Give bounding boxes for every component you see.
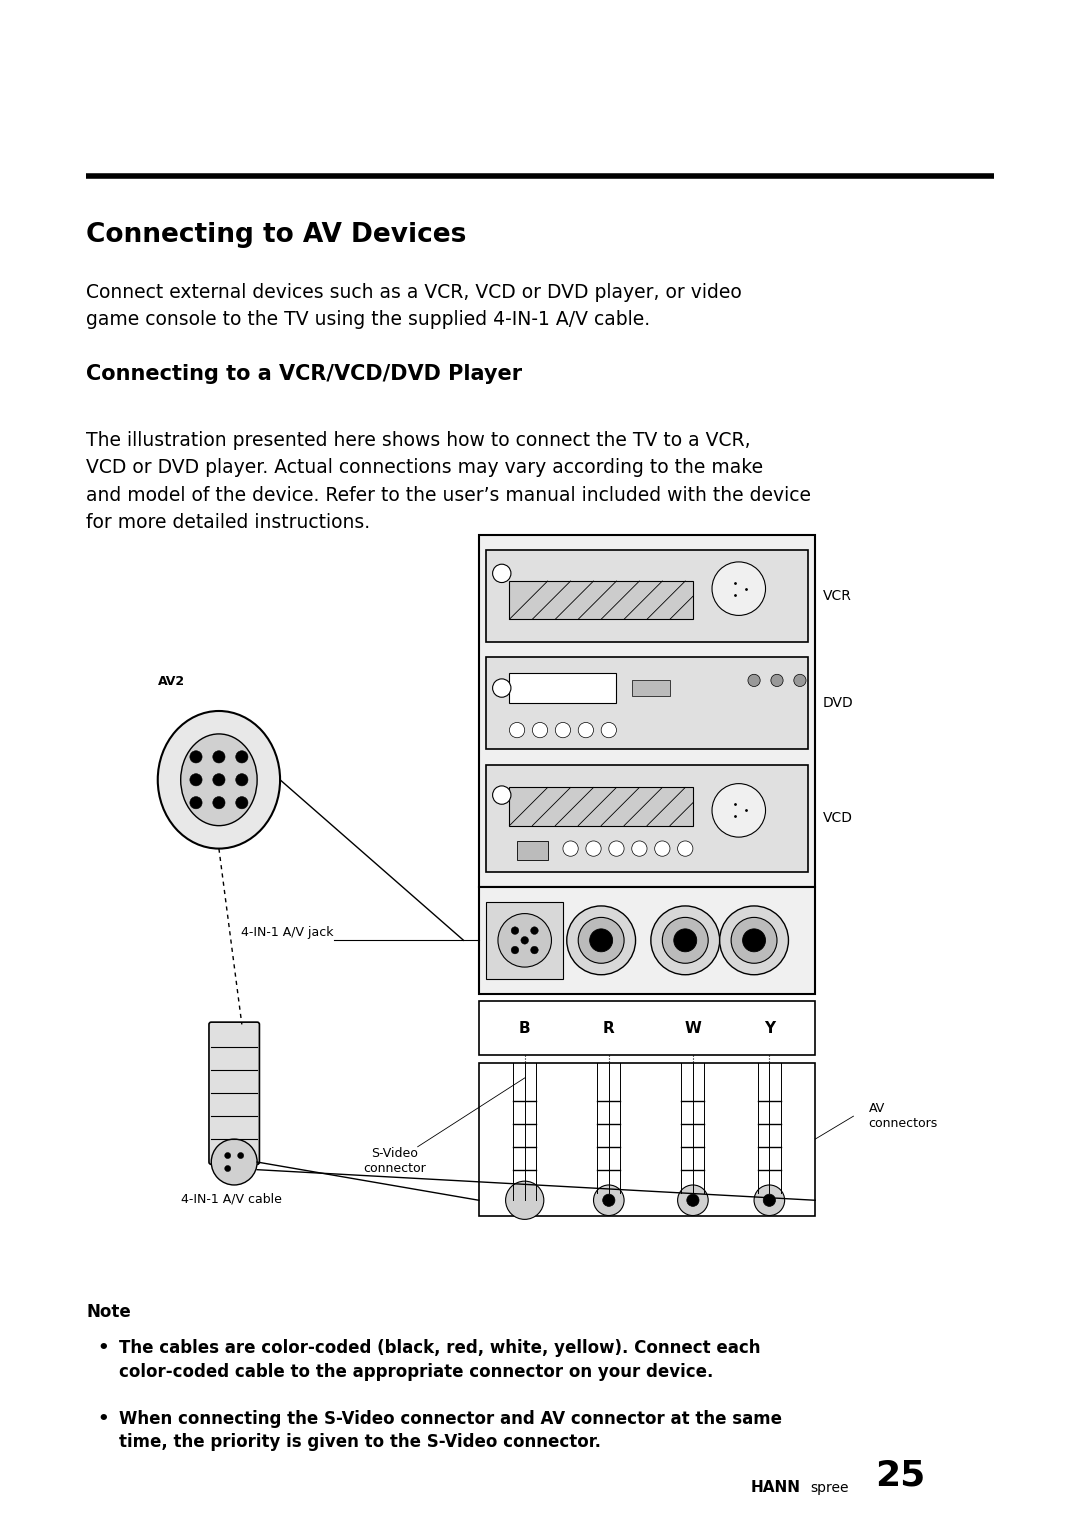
Circle shape (754, 1185, 785, 1216)
Circle shape (677, 1185, 708, 1216)
Bar (510, 581, 693, 619)
Circle shape (748, 674, 760, 687)
Text: 4-IN-1 A/V cable: 4-IN-1 A/V cable (180, 1193, 282, 1206)
Circle shape (603, 1194, 615, 1206)
Circle shape (563, 841, 578, 856)
Text: Note: Note (86, 1303, 131, 1321)
Circle shape (578, 723, 594, 739)
Bar (486, 764, 808, 872)
Circle shape (235, 751, 248, 763)
Circle shape (190, 774, 202, 786)
Text: W: W (685, 1021, 701, 1035)
Circle shape (530, 946, 538, 954)
Text: spree: spree (810, 1482, 849, 1495)
Bar (510, 673, 617, 703)
Circle shape (764, 1194, 775, 1206)
Text: The illustration presented here shows how to connect the TV to a VCR,
VCD or DVD: The illustration presented here shows ho… (86, 431, 811, 532)
Circle shape (213, 774, 225, 786)
Circle shape (190, 751, 202, 763)
Bar (517, 841, 548, 861)
Circle shape (771, 674, 783, 687)
Circle shape (492, 679, 511, 697)
Circle shape (213, 797, 225, 809)
Text: •: • (97, 1339, 109, 1358)
Circle shape (743, 930, 766, 951)
Circle shape (585, 841, 602, 856)
Bar (478, 1063, 815, 1216)
Bar (486, 902, 563, 979)
FancyBboxPatch shape (208, 1023, 259, 1165)
Text: Connecting to AV Devices: Connecting to AV Devices (86, 222, 467, 248)
Text: The cables are color-coded (black, red, white, yellow). Connect each
color-coded: The cables are color-coded (black, red, … (119, 1339, 760, 1381)
Circle shape (609, 841, 624, 856)
Circle shape (235, 774, 248, 786)
Circle shape (567, 905, 635, 976)
Text: When connecting the S-Video connector and AV connector at the same
time, the pri: When connecting the S-Video connector an… (119, 1410, 782, 1451)
Circle shape (719, 905, 788, 976)
Text: S-Video
connector: S-Video connector (363, 1147, 427, 1174)
Text: 4-IN-1 A/V jack: 4-IN-1 A/V jack (241, 927, 334, 939)
Circle shape (712, 563, 766, 616)
Text: VCD: VCD (823, 810, 853, 826)
Circle shape (235, 797, 248, 809)
Circle shape (662, 917, 708, 963)
Circle shape (794, 674, 806, 687)
Circle shape (674, 930, 697, 951)
Text: Connecting to a VCR/VCD/DVD Player: Connecting to a VCR/VCD/DVD Player (86, 364, 523, 384)
Circle shape (532, 723, 548, 739)
Circle shape (225, 1153, 231, 1159)
Circle shape (190, 797, 202, 809)
Circle shape (594, 1185, 624, 1216)
Circle shape (521, 936, 528, 943)
Circle shape (238, 1153, 244, 1159)
Bar (478, 887, 815, 994)
Circle shape (511, 946, 518, 954)
Circle shape (213, 751, 225, 763)
Circle shape (712, 784, 766, 838)
Ellipse shape (158, 711, 280, 849)
Circle shape (731, 917, 777, 963)
Text: AV2: AV2 (158, 674, 185, 688)
Text: R: R (603, 1021, 615, 1035)
Bar (478, 535, 815, 887)
Circle shape (225, 1165, 231, 1171)
Circle shape (212, 1139, 257, 1185)
Bar (632, 680, 670, 696)
Circle shape (511, 927, 518, 934)
Bar (486, 550, 808, 642)
Circle shape (651, 905, 719, 976)
Circle shape (492, 786, 511, 804)
Text: DVD: DVD (823, 696, 853, 711)
Circle shape (632, 841, 647, 856)
Circle shape (602, 723, 617, 739)
Circle shape (492, 564, 511, 583)
Text: B: B (518, 1021, 530, 1035)
Text: 25: 25 (875, 1459, 926, 1492)
Text: Connect external devices such as a VCR, VCD or DVD player, or video
game console: Connect external devices such as a VCR, … (86, 283, 742, 329)
Bar (510, 787, 693, 826)
Circle shape (498, 914, 552, 966)
Text: Y: Y (764, 1021, 775, 1035)
Ellipse shape (180, 734, 257, 826)
Bar (486, 657, 808, 749)
Text: AV
connectors: AV connectors (868, 1102, 939, 1130)
Bar (478, 1001, 815, 1055)
Circle shape (555, 723, 570, 739)
Circle shape (510, 723, 525, 739)
Circle shape (687, 1194, 699, 1206)
Circle shape (677, 841, 693, 856)
Circle shape (590, 930, 612, 951)
Text: •: • (97, 1410, 109, 1428)
Circle shape (530, 927, 538, 934)
Circle shape (505, 1180, 544, 1220)
Text: HANN: HANN (751, 1480, 800, 1495)
Circle shape (654, 841, 670, 856)
Circle shape (578, 917, 624, 963)
Text: VCR: VCR (823, 589, 852, 604)
